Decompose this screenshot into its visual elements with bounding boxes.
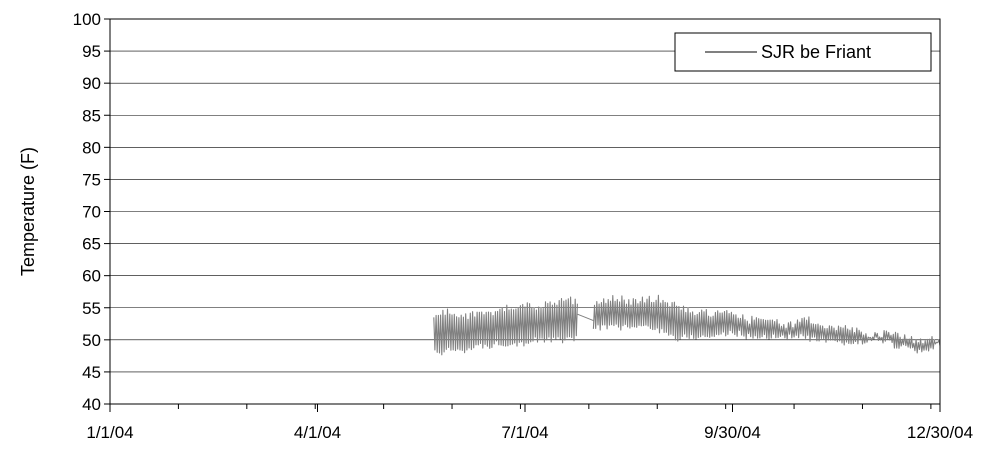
y-tick-label: 50 — [82, 331, 101, 350]
y-tick-label: 45 — [82, 363, 101, 382]
y-tick-label: 100 — [73, 10, 101, 29]
series-line-segment — [592, 294, 941, 354]
x-tick-label: 12/30/04 — [907, 423, 973, 442]
y-axis-title: Temperature (F) — [18, 147, 38, 276]
gridlines — [110, 50, 940, 373]
y-tick-label: 60 — [82, 267, 101, 286]
y-axis: 40 45 50 55 60 65 70 75 80 85 90 95 100 — [73, 10, 110, 414]
series-line-segment — [433, 296, 578, 356]
series-sjr-be-friant — [433, 294, 941, 356]
y-tick-label: 70 — [82, 203, 101, 222]
legend-label: SJR be Friant — [761, 42, 871, 62]
series-gap-connector — [577, 313, 594, 322]
x-axis: 1/1/04 4/1/04 7/1/04 9/30/04 12/30/04 — [86, 404, 973, 442]
y-tick-label: 80 — [82, 138, 101, 157]
legend: SJR be Friant — [674, 32, 932, 72]
y-tick-label: 75 — [82, 170, 101, 189]
y-tick-label: 95 — [82, 42, 101, 61]
x-tick-label: 4/1/04 — [294, 423, 341, 442]
x-tick-label: 9/30/04 — [704, 423, 761, 442]
x-tick-label: 1/1/04 — [86, 423, 133, 442]
y-tick-label: 40 — [82, 395, 101, 414]
y-tick-label: 55 — [82, 299, 101, 318]
x-tick-label: 7/1/04 — [501, 423, 548, 442]
y-tick-label: 85 — [82, 106, 101, 125]
y-tick-label: 65 — [82, 235, 101, 254]
y-tick-label: 90 — [82, 74, 101, 93]
